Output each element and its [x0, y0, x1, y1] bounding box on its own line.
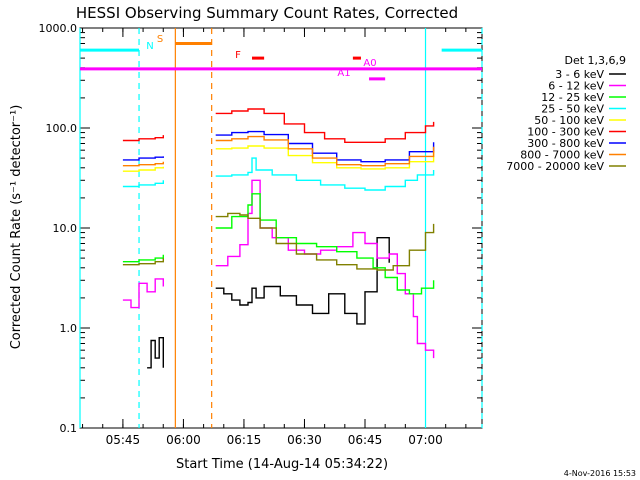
series-line	[122, 254, 164, 263]
series-line	[215, 237, 390, 325]
flag-label: A0	[363, 58, 376, 69]
y-axis-label: Corrected Count Rate (s⁻¹ detector⁻¹)	[9, 105, 24, 350]
y-tick-label: 100.0	[46, 122, 78, 135]
flag-label: N	[146, 41, 153, 52]
series-line	[215, 157, 435, 191]
y-tick-label: 1.0	[60, 322, 78, 335]
legend-entry-label: 12 - 25 keV	[541, 91, 604, 104]
x-tick-label: 06:15	[227, 433, 262, 447]
series-line	[122, 180, 164, 188]
legend-entry-label: 800 - 7000 keV	[520, 149, 604, 162]
series-line	[215, 212, 435, 271]
y-tick-label: 1000.0	[39, 22, 78, 35]
x-tick-label: 06:00	[166, 433, 201, 447]
series-line	[122, 135, 164, 142]
series-line	[215, 145, 435, 170]
legend-entry-label: 3 - 6 keV	[555, 68, 604, 81]
plot-area: 0.1 1.0 10.0 100.0 1000.0 05:45 06:00 06:15 06:3…	[39, 22, 483, 447]
legend-entry-label: 300 - 800 keV	[527, 137, 604, 150]
y-tick-label: 10.0	[53, 222, 78, 235]
legend-entry-label: 6 - 12 keV	[548, 80, 604, 93]
series-line	[122, 258, 164, 266]
x-axis-label: Start Time (14-Aug-14 05:34:22)	[176, 457, 388, 472]
series-line	[122, 156, 164, 161]
y-tick-label: 0.1	[60, 422, 78, 435]
series-line	[215, 108, 435, 143]
legend-entry-label: 7000 - 20000 keV	[506, 160, 604, 173]
plot-frame	[79, 27, 483, 429]
x-tick-label: 06:45	[348, 433, 383, 447]
series-line	[215, 135, 435, 167]
legend-entry-label: 25 - 50 keV	[541, 103, 604, 116]
series-line	[122, 166, 164, 172]
flag-label: A1	[337, 68, 350, 79]
series-line	[122, 278, 164, 309]
legend-title: Det 1,3,6,9	[564, 54, 626, 67]
legend-entry-label: 100 - 300 keV	[527, 126, 604, 139]
chart-title: HESSI Observing Summary Count Rates, Cor…	[76, 4, 458, 22]
footer-timestamp: 4-Nov-2016 15:53	[564, 469, 636, 478]
legend-entry-label: 50 - 100 keV	[534, 114, 604, 127]
flag-label: S	[157, 34, 163, 45]
x-tick-label: 07:00	[408, 433, 443, 447]
series-line	[147, 337, 164, 369]
x-tick-label: 06:30	[287, 433, 322, 447]
flag-label: F	[235, 50, 241, 61]
x-tick-label: 05:45	[106, 433, 141, 447]
series-line	[215, 193, 435, 295]
series-line	[122, 161, 164, 167]
